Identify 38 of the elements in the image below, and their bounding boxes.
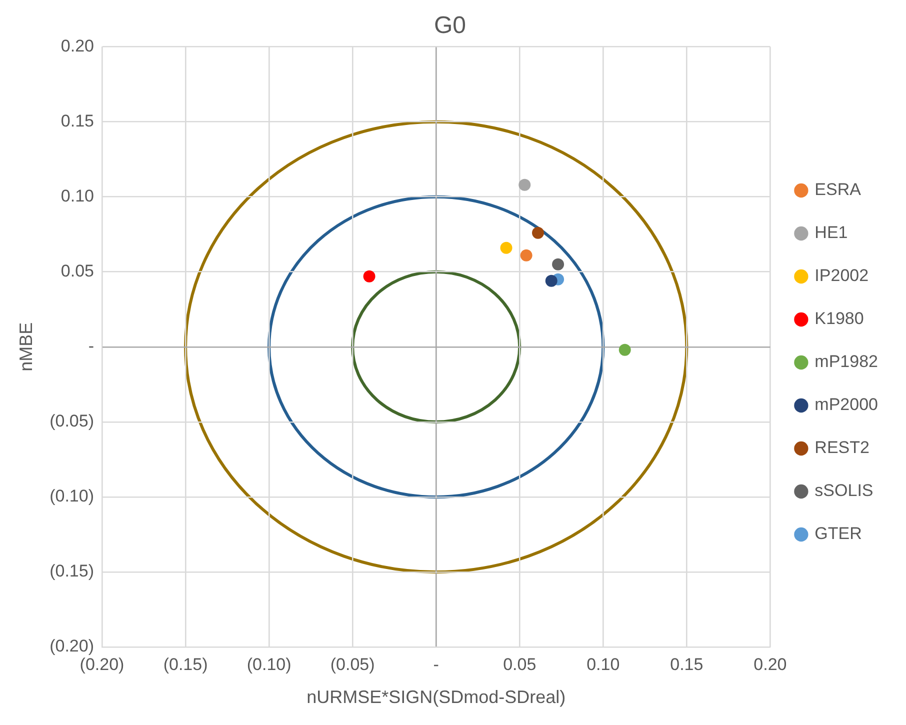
y-tick-label: (0.20) — [50, 636, 94, 656]
point — [618, 344, 631, 356]
legend-label: K1980 — [814, 309, 864, 328]
legend-label: mP2000 — [814, 395, 878, 414]
point — [552, 258, 564, 270]
point — [520, 249, 532, 262]
legend-label: GTER — [814, 524, 862, 544]
x-tick-label: (0.15) — [163, 654, 208, 674]
legend-label: HE1 — [814, 223, 848, 242]
y-tick-label: 0.05 — [60, 262, 94, 281]
point — [500, 242, 512, 254]
x-tick-label: 0.10 — [586, 654, 620, 674]
legend-label: IP2002 — [814, 266, 869, 286]
x-tick-label: 0.20 — [754, 654, 787, 674]
y-axis-title: nMBE — [16, 322, 36, 372]
x-tick-label: 0.05 — [503, 654, 536, 674]
x-tick-label: - — [433, 654, 439, 674]
legend-label: ESRA — [814, 180, 862, 200]
x-axis-title: nURMSE*SIGN(SDmod-SDreal) — [306, 687, 566, 708]
point — [532, 226, 544, 239]
legend-label: sSOLIS — [814, 481, 874, 500]
legend-label: mP1982 — [814, 352, 878, 372]
y-tick-label: 0.20 — [60, 36, 94, 56]
y-tick-label: (0.05) — [50, 412, 94, 431]
x-tick-label: (0.05) — [330, 654, 375, 674]
point — [518, 178, 531, 191]
y-tick-label: 0.10 — [60, 186, 94, 206]
y-tick-label: (0.10) — [50, 486, 94, 506]
y-tick-label: 0.15 — [60, 112, 94, 131]
x-tick-label: (0.20) — [80, 654, 124, 674]
legend-label: REST2 — [814, 438, 870, 458]
chart-title: G0 — [434, 12, 466, 40]
x-tick-label: (0.10) — [246, 654, 292, 674]
point — [363, 270, 376, 282]
x-tick-label: 0.15 — [670, 654, 704, 674]
point — [545, 274, 558, 287]
y-tick-label: (0.15) — [50, 562, 94, 581]
y-tick-label: - — [88, 336, 94, 356]
